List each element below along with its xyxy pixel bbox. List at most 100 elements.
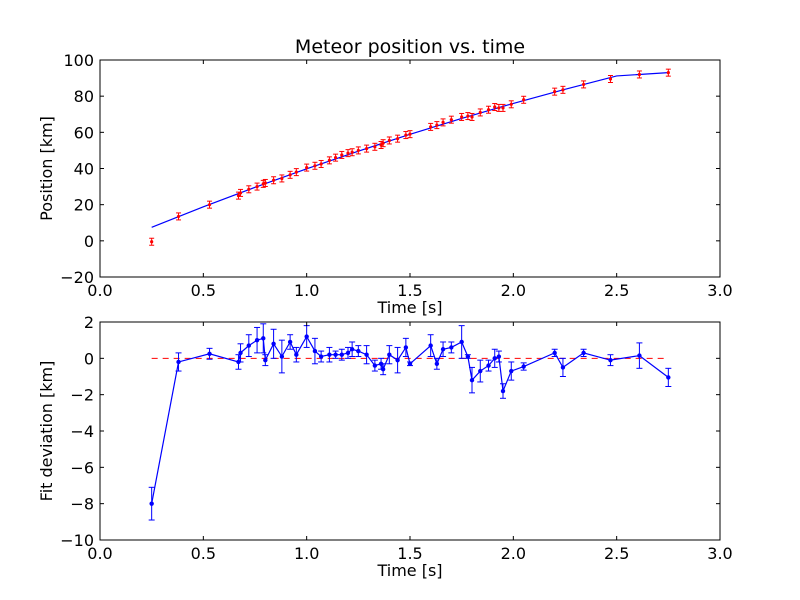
position-point-marker <box>150 240 154 244</box>
position-point <box>312 161 318 170</box>
position-point-marker <box>334 156 338 160</box>
position-point <box>326 156 332 165</box>
deviation-plot-xtick-label: 1.0 <box>294 544 319 563</box>
deviation-point <box>500 388 506 394</box>
position-plot-xtick-label: 3.0 <box>707 281 732 300</box>
deviation-point <box>428 343 433 348</box>
position-point <box>293 168 299 177</box>
deviation-plot-xtick-label: 3.0 <box>707 544 732 563</box>
position-point-marker <box>429 125 433 129</box>
position-plot: 0.0 0.5 1.0 1.5 2.0 2.5 3.0 −20 0 20 40 60 80 100 Met… <box>37 36 733 317</box>
position-plot-xtick-label: 2.5 <box>604 281 629 300</box>
position-point <box>560 85 566 94</box>
deviation-plot-ytick-label: −6 <box>70 458 94 477</box>
position-point-marker <box>501 106 505 110</box>
position-point <box>440 118 446 127</box>
position-plot-ytick-label: 0 <box>84 232 94 251</box>
position-plot-xtick-label: 0.5 <box>191 281 216 300</box>
position-point <box>271 176 277 185</box>
position-plot-ytick-label: 100 <box>63 51 94 70</box>
deviation-point <box>478 368 483 374</box>
position-point-marker <box>379 143 383 147</box>
deviation-point <box>403 345 409 350</box>
position-point <box>254 182 260 191</box>
deviation-plot-ytick-label: −2 <box>70 386 94 405</box>
position-point-marker <box>365 147 369 151</box>
position-plot-ylabel: Position [km] <box>37 116 56 221</box>
deviation-plot-xtick-label: 0.0 <box>87 544 112 563</box>
position-point-marker <box>272 178 276 182</box>
position-point <box>395 134 401 143</box>
deviation-point <box>349 347 355 352</box>
position-point <box>448 115 454 124</box>
position-point <box>581 80 587 89</box>
position-point-marker <box>666 71 670 75</box>
deviation-point <box>440 347 446 352</box>
position-point-marker <box>313 164 317 168</box>
deviation-point <box>496 354 502 359</box>
position-point <box>500 103 506 112</box>
position-point-marker <box>255 184 259 189</box>
position-point <box>238 188 244 197</box>
position-point-marker <box>247 187 251 191</box>
deviation-plot-content <box>148 323 672 521</box>
deviation-point <box>339 352 344 357</box>
position-plot-ytick-label: 60 <box>74 123 94 142</box>
position-point-marker <box>460 115 464 119</box>
deviation-point <box>552 350 557 356</box>
deviation-point <box>304 334 309 339</box>
deviation-point <box>279 354 285 359</box>
position-point-marker <box>497 106 501 110</box>
position-point-marker <box>522 98 526 102</box>
deviation-point <box>666 375 671 380</box>
position-point <box>521 95 527 104</box>
position-point <box>378 140 384 149</box>
deviation-point <box>407 361 413 366</box>
position-point-marker <box>294 170 298 174</box>
deviation-point <box>395 357 400 363</box>
position-point-marker <box>408 132 412 136</box>
deviation-point <box>581 350 586 356</box>
position-point <box>486 105 492 114</box>
position-point-marker <box>280 176 284 181</box>
position-plot-xtick-label: 0.0 <box>87 281 112 300</box>
deviation-point <box>521 364 526 369</box>
deviation-point <box>294 352 299 357</box>
deviation-point <box>434 361 440 366</box>
position-point-marker <box>381 141 385 145</box>
position-point-marker <box>553 90 557 94</box>
deviation-line <box>151 335 669 504</box>
position-point-marker <box>356 148 360 153</box>
deviation-point <box>486 363 491 368</box>
deviation-plot-ytick-label: 0 <box>84 349 94 368</box>
deviation-point <box>345 350 351 356</box>
deviation-point <box>271 341 276 346</box>
position-point <box>465 112 471 121</box>
position-point-marker <box>404 133 408 137</box>
deviation-point <box>387 352 392 357</box>
deviation-plot-ytick-label: −10 <box>60 531 94 550</box>
deviation-point <box>236 359 241 365</box>
deviation-point <box>637 353 642 358</box>
deviation-point <box>560 365 566 370</box>
position-point-marker <box>387 138 391 143</box>
position-point <box>355 146 361 155</box>
position-plot-ytick-label: 80 <box>74 87 94 106</box>
deviation-point <box>492 356 497 361</box>
position-point <box>287 170 293 179</box>
deviation-point <box>318 354 324 359</box>
position-point <box>477 108 483 117</box>
position-point <box>407 130 413 139</box>
deviation-point <box>287 339 293 345</box>
position-point <box>459 112 465 121</box>
position-point-marker <box>176 214 181 219</box>
position-point-marker <box>327 158 331 162</box>
position-point <box>333 153 339 162</box>
position-plot-xlabel: Time [s] <box>376 298 442 317</box>
position-point <box>262 178 268 187</box>
position-plot-ytick-label: 40 <box>74 160 94 179</box>
position-point <box>434 121 440 130</box>
position-point-marker <box>509 102 513 106</box>
